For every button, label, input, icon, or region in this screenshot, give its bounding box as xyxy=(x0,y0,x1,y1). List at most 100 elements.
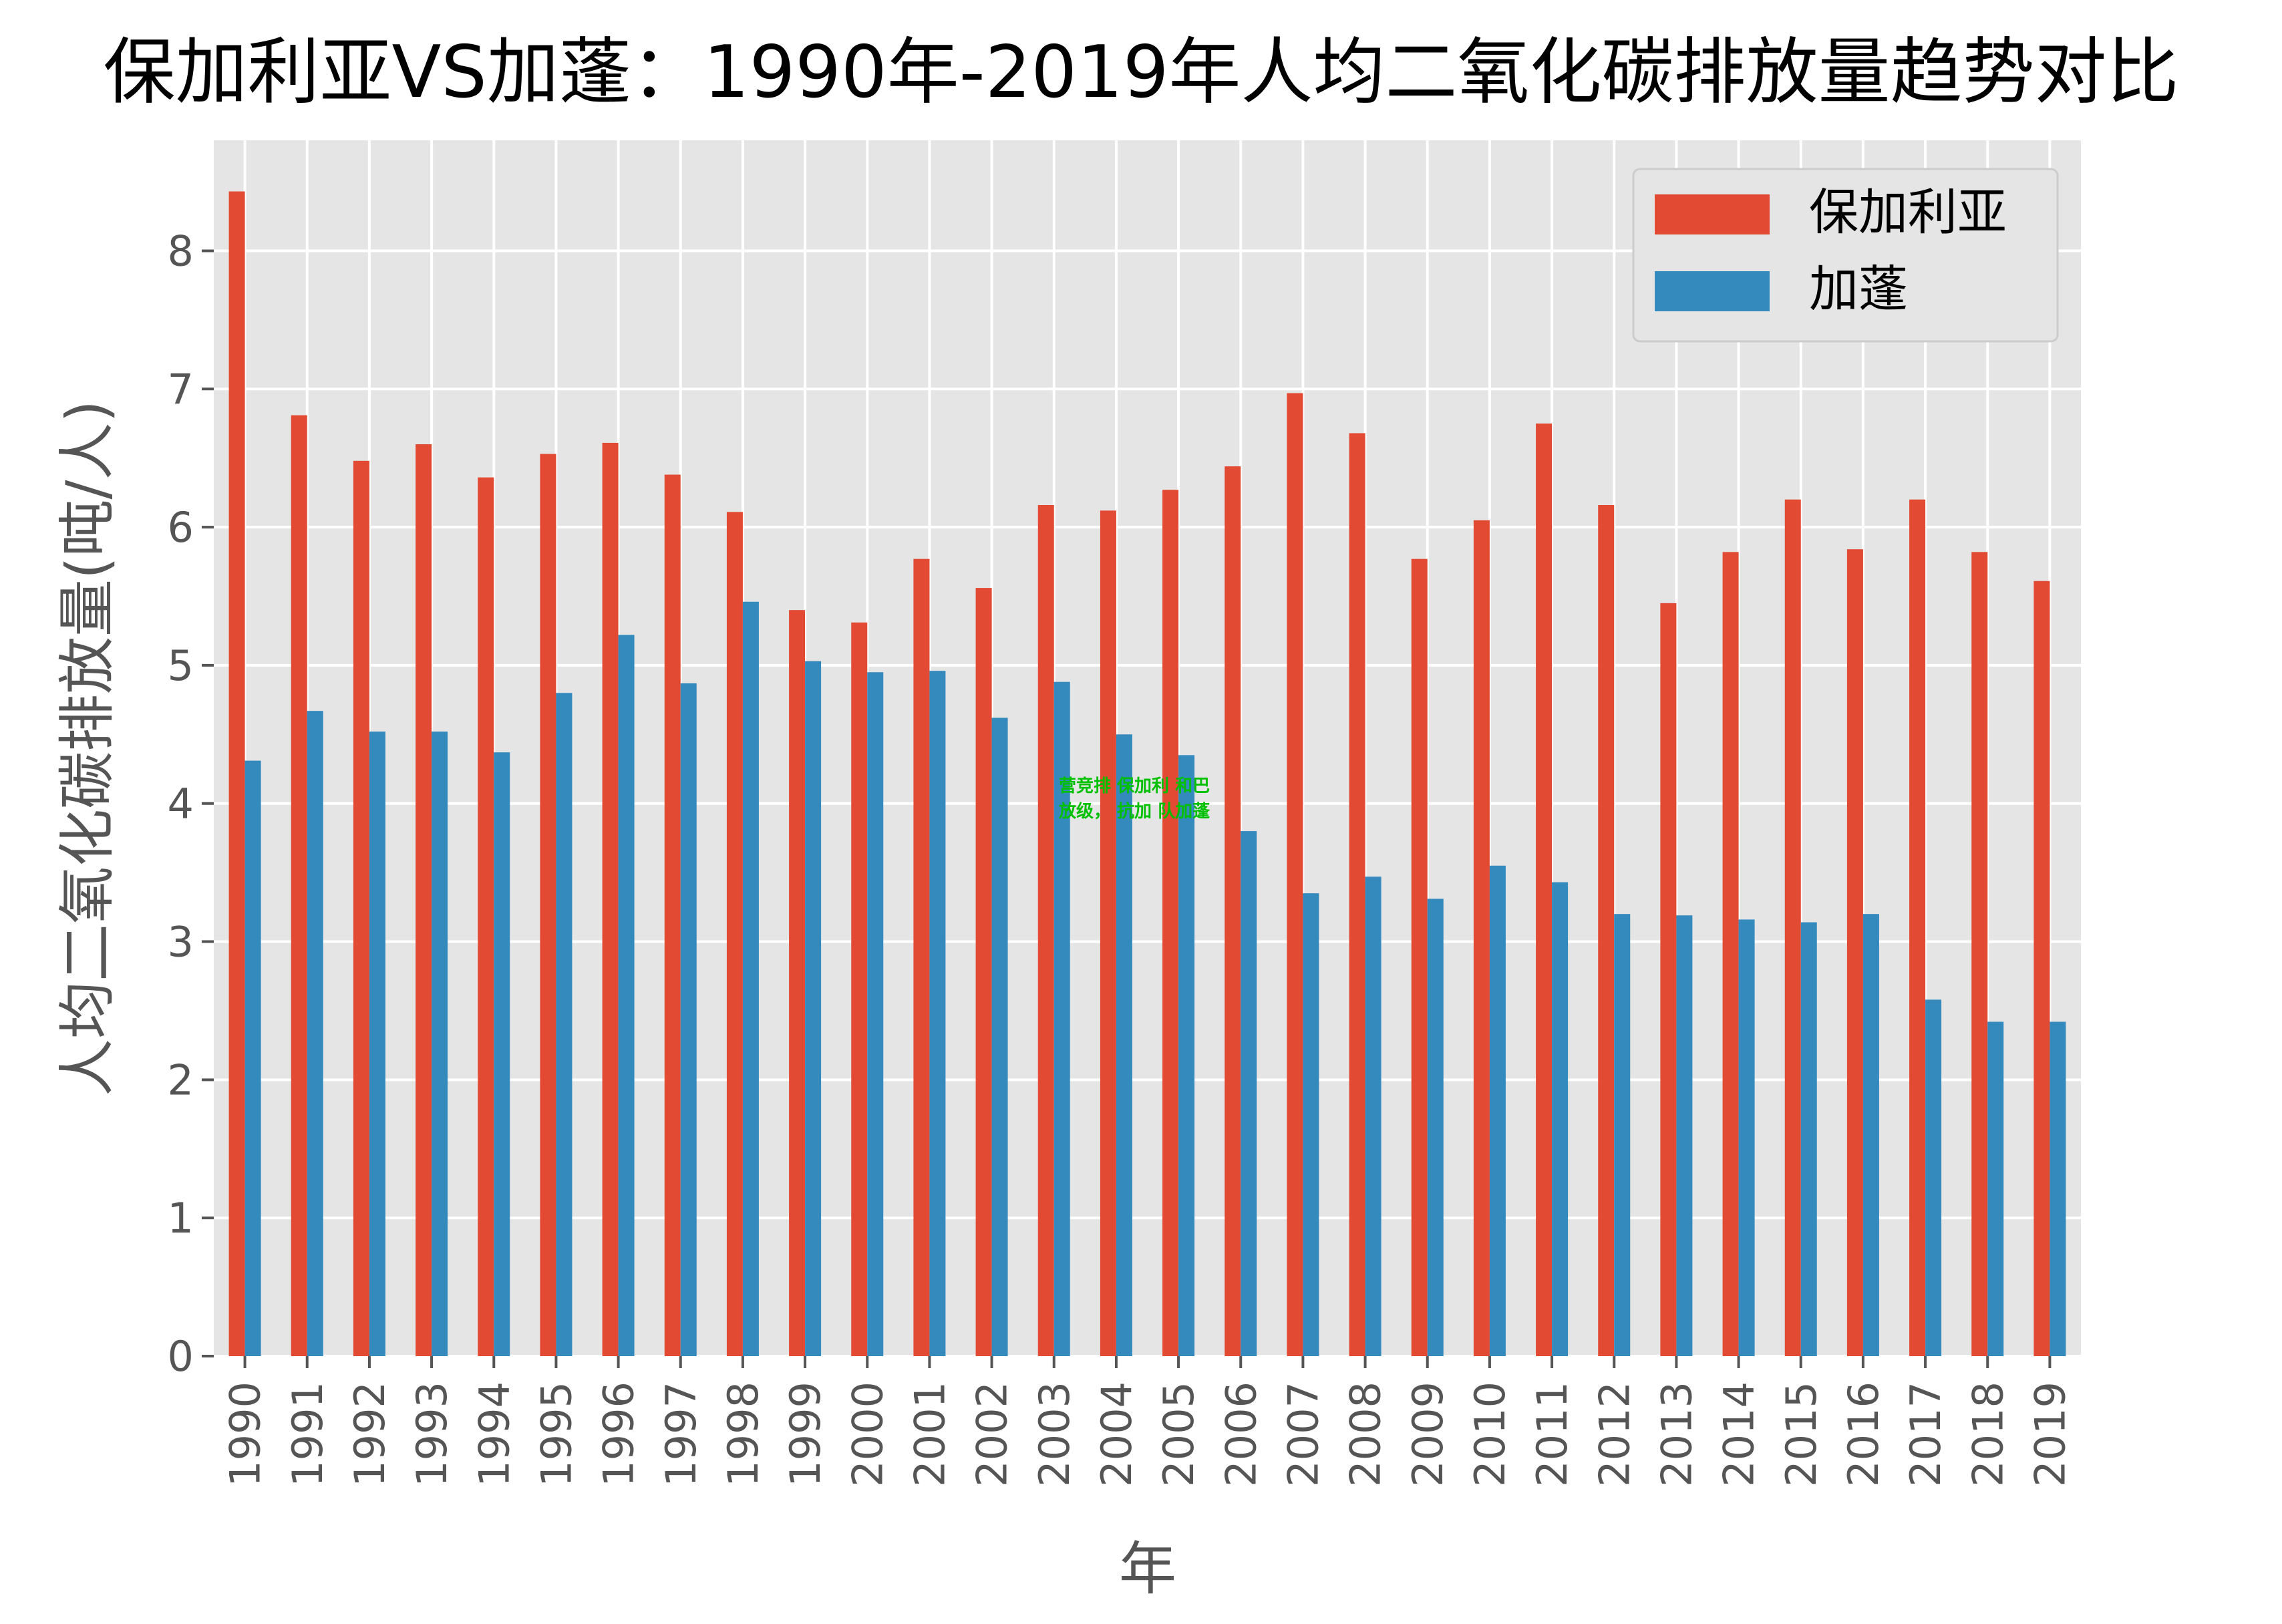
x-tick-label: 1995 xyxy=(532,1382,581,1487)
bar-gabon xyxy=(1303,893,1319,1356)
x-tick-label: 1997 xyxy=(657,1382,705,1487)
x-tick-label: 2016 xyxy=(1839,1382,1888,1487)
bar-gabon xyxy=(307,711,323,1356)
bar-gabon xyxy=(1614,914,1631,1356)
y-tick-label: 1 xyxy=(168,1194,194,1243)
bar-gabon xyxy=(1365,876,1381,1356)
y-tick-label: 2 xyxy=(168,1055,194,1104)
bar-bulgaria xyxy=(2033,581,2050,1356)
bar-bulgaria xyxy=(1660,603,1677,1357)
x-tick-label: 1999 xyxy=(781,1382,830,1487)
bar-gabon xyxy=(369,732,385,1356)
bar-bulgaria xyxy=(1411,558,1428,1356)
x-axis-label: 年 xyxy=(1119,1536,1176,1603)
chart-title: 保加利亚VS加蓬：1990年-2019年人均二氧化碳排放量趋势对比 xyxy=(103,31,2178,114)
y-tick-label: 3 xyxy=(168,918,194,967)
bar-gabon xyxy=(1241,831,1257,1356)
bar-gabon xyxy=(929,671,946,1356)
x-tick-label: 1993 xyxy=(408,1382,456,1487)
x-axis-ticks: 1990 1991 1992 1993 1994 1995 1996 1997 1998 1999… xyxy=(221,1356,2074,1487)
bar-bulgaria xyxy=(1846,549,1863,1356)
bars xyxy=(228,191,2066,1357)
legend-swatch xyxy=(1655,194,1770,234)
x-tick-label: 1991 xyxy=(283,1382,332,1487)
bar-gabon xyxy=(1738,919,1755,1356)
bar-bulgaria xyxy=(851,622,868,1357)
y-tick-label: 8 xyxy=(168,226,194,275)
x-tick-label: 2003 xyxy=(1030,1382,1079,1487)
legend-swatch xyxy=(1655,271,1770,311)
x-tick-label: 2015 xyxy=(1777,1382,1826,1487)
y-axis-ticks: 0 1 2 3 4 5 6 7 8 xyxy=(168,226,214,1381)
bar-bulgaria xyxy=(1100,510,1116,1356)
bar-bulgaria xyxy=(1722,552,1739,1357)
bar-bulgaria xyxy=(478,477,494,1356)
bar-gabon xyxy=(1862,914,1879,1356)
bar-gabon xyxy=(618,635,635,1356)
x-tick-label: 2011 xyxy=(1528,1382,1577,1487)
bar-bulgaria xyxy=(1287,393,1303,1356)
y-axis-label: 人均二氧化碳排放量(吨/人) xyxy=(54,400,121,1096)
bar-bulgaria xyxy=(1473,520,1490,1356)
x-tick-label: 1990 xyxy=(221,1382,270,1487)
plot-area xyxy=(214,140,2081,1356)
bar-gabon xyxy=(1178,755,1195,1356)
x-tick-label: 2014 xyxy=(1715,1382,1764,1487)
annotation-line: 营竞排 保加利 和巴 xyxy=(1059,776,1210,796)
bar-bulgaria xyxy=(1598,505,1615,1356)
bar-bulgaria xyxy=(726,512,743,1357)
y-tick-label: 0 xyxy=(168,1332,194,1381)
bar-gabon xyxy=(1987,1021,2004,1356)
x-tick-label: 1992 xyxy=(345,1382,394,1487)
x-tick-label: 2006 xyxy=(1216,1382,1265,1487)
bar-gabon xyxy=(1676,915,1693,1356)
x-tick-label: 2007 xyxy=(1279,1382,1327,1487)
x-tick-label: 2019 xyxy=(2025,1382,2074,1487)
bar-bulgaria xyxy=(1971,552,1988,1357)
bar-bulgaria xyxy=(228,191,245,1357)
bar-gabon xyxy=(1053,681,1070,1356)
x-tick-label: 2008 xyxy=(1341,1382,1390,1487)
y-tick-label: 6 xyxy=(168,503,194,552)
x-tick-label: 2017 xyxy=(1901,1382,1950,1487)
bar-gabon xyxy=(1925,999,1942,1356)
x-tick-label: 2009 xyxy=(1404,1382,1452,1487)
bar-gabon xyxy=(1427,899,1444,1356)
bar-gabon xyxy=(1800,922,1817,1356)
bar-bulgaria xyxy=(291,415,307,1357)
x-tick-label: 2012 xyxy=(1590,1382,1639,1487)
bar-bulgaria xyxy=(664,474,681,1356)
bar-bulgaria xyxy=(540,454,556,1356)
bar-gabon xyxy=(1116,734,1132,1356)
bar-gabon xyxy=(680,683,697,1356)
bar-bulgaria xyxy=(975,588,992,1357)
x-tick-label: 1998 xyxy=(719,1382,768,1487)
annotation-line: 放级， 抗加 队加蓬 xyxy=(1058,801,1210,822)
bar-bulgaria xyxy=(1225,466,1241,1357)
x-tick-label: 2018 xyxy=(1963,1382,2012,1487)
bar-bulgaria xyxy=(353,460,369,1357)
bar-gabon xyxy=(805,661,822,1356)
x-tick-label: 2005 xyxy=(1154,1382,1203,1487)
bar-bulgaria xyxy=(1909,499,1926,1356)
bar-gabon xyxy=(742,601,759,1356)
bar-bulgaria xyxy=(1037,505,1054,1356)
bar-gabon xyxy=(1552,882,1569,1356)
x-tick-label: 2013 xyxy=(1652,1382,1701,1487)
x-tick-label: 2010 xyxy=(1466,1382,1514,1487)
bar-bulgaria xyxy=(602,442,619,1356)
bar-gabon xyxy=(2050,1021,2066,1356)
bar-bulgaria xyxy=(1162,490,1179,1356)
y-tick-label: 5 xyxy=(168,641,194,690)
bar-gabon xyxy=(432,732,448,1356)
bar-gabon xyxy=(1489,865,1506,1356)
x-tick-label: 2000 xyxy=(843,1382,892,1487)
x-tick-label: 2001 xyxy=(905,1382,954,1487)
y-tick-label: 4 xyxy=(168,780,194,828)
bar-bulgaria xyxy=(789,610,806,1356)
bar-gabon xyxy=(244,760,261,1356)
bar-gabon xyxy=(991,717,1008,1356)
